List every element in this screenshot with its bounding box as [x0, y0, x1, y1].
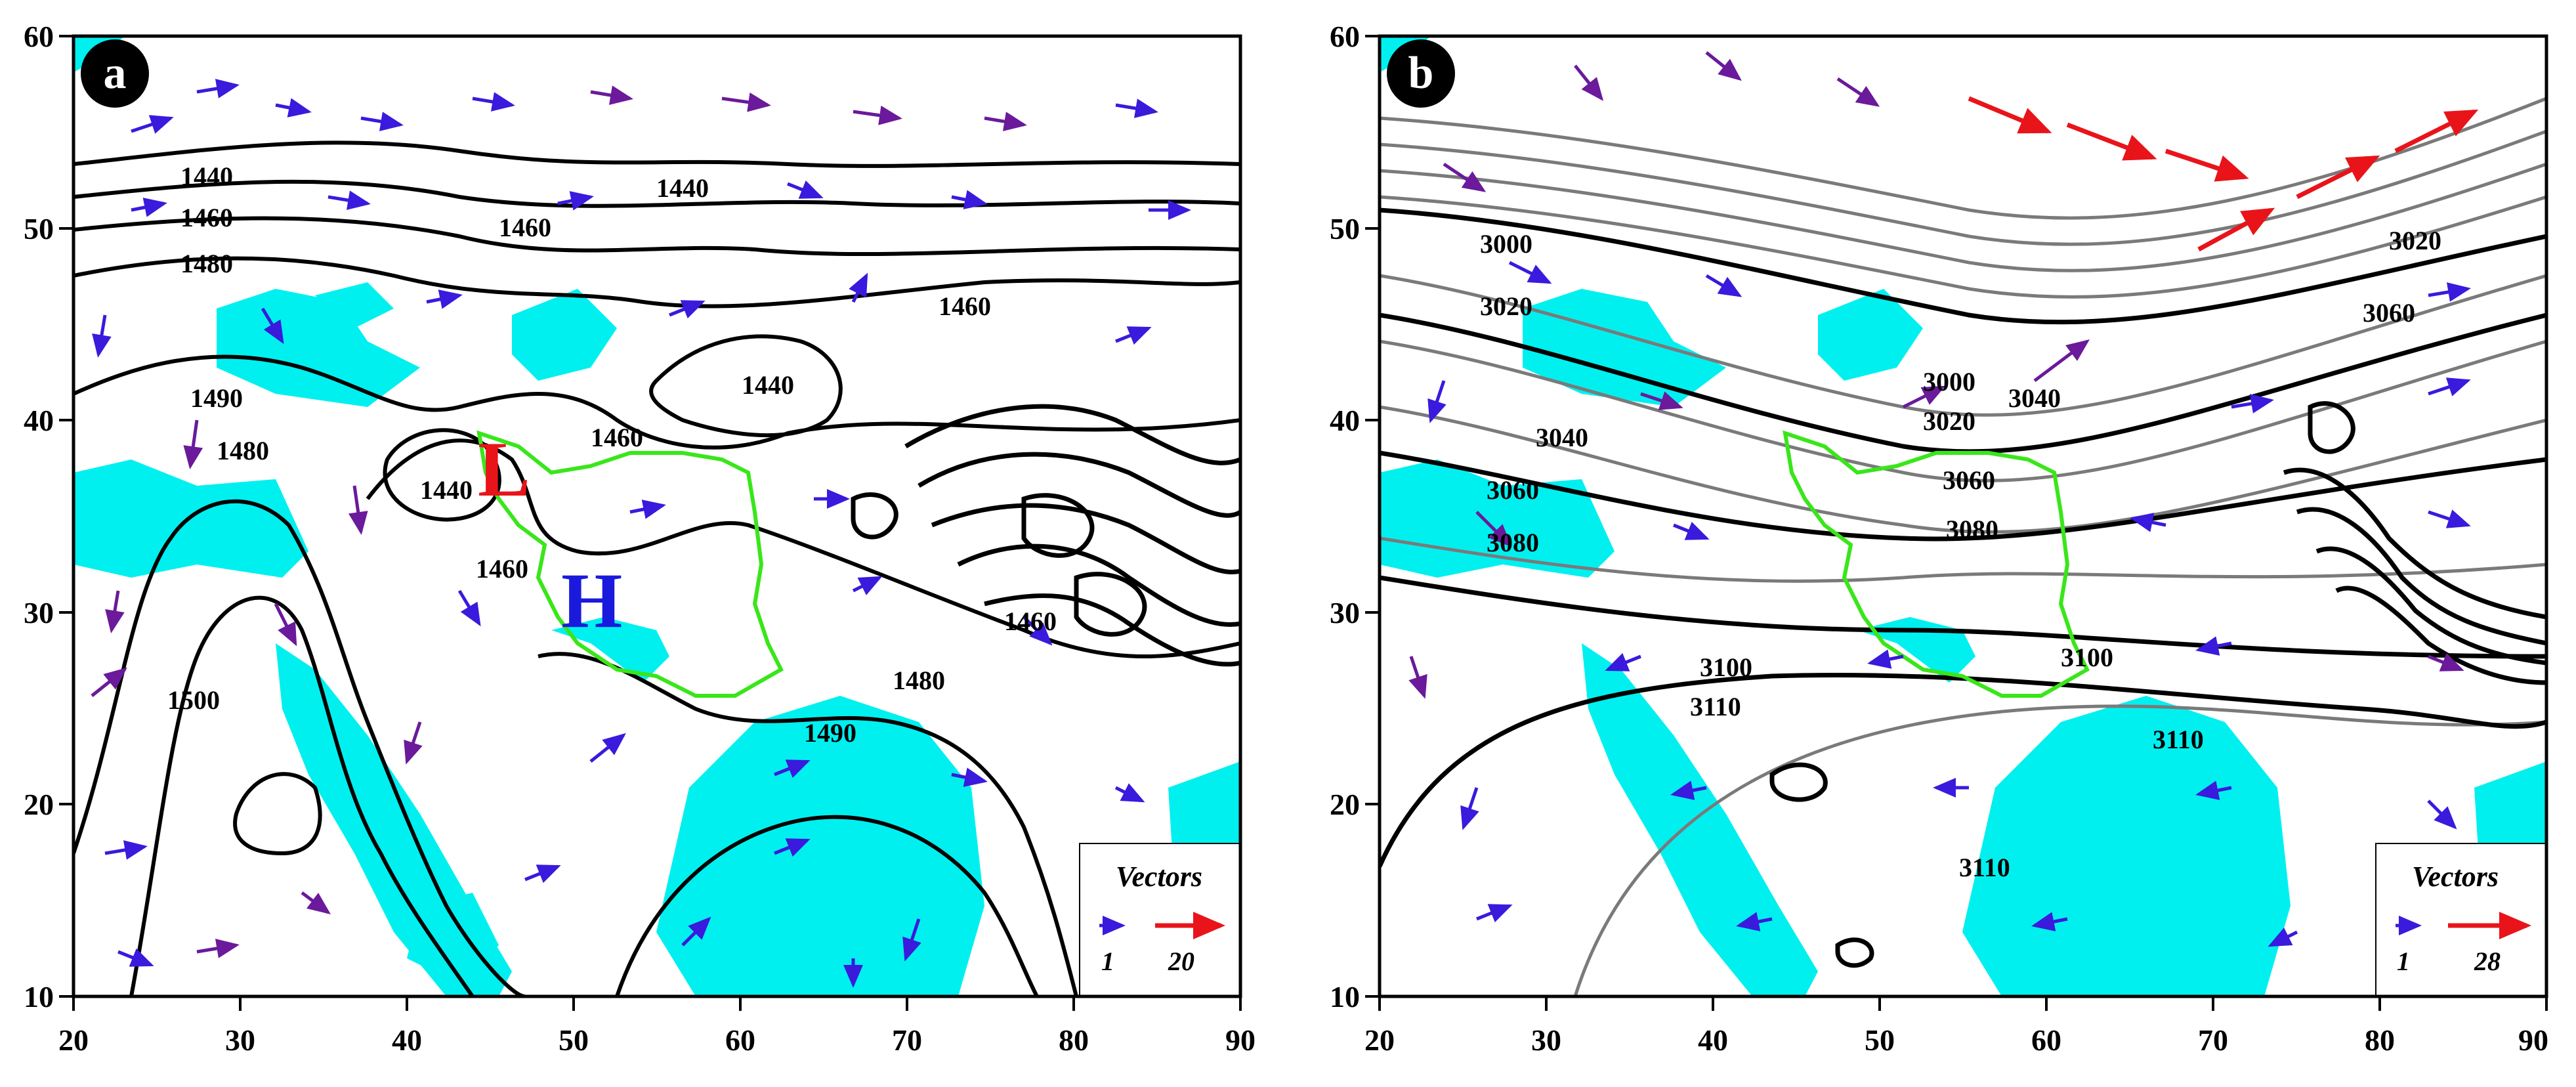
panel-a: 1440 1460 1480 1460 1440 1460 1490 1480 … [24, 20, 1256, 1057]
x-tick-label: 80 [2365, 1023, 2395, 1057]
y-tick-label: 50 [24, 212, 54, 245]
panel-b-gray-contours [1380, 96, 2546, 996]
panel-b-contour-label: 3100 [2061, 643, 2113, 672]
panel-b-contour-labels: 3000 3020 3040 3060 3080 3000 3020 3040 … [1480, 226, 2441, 882]
y-tick-label: 60 [1330, 20, 1360, 53]
legend-min-value: 1 [2397, 947, 2410, 976]
panel-a-letter: a [104, 48, 127, 98]
y-tick-label: 40 [1330, 404, 1360, 437]
panel-a-contour-label: 1480 [180, 249, 233, 278]
panel-a-x-axis [72, 996, 1242, 1011]
y-tick-label: 50 [1330, 212, 1360, 245]
panel-a-contour-label: 1460 [499, 213, 551, 242]
panel-a-y-axis [59, 35, 74, 998]
y-tick-label: 10 [24, 980, 54, 1013]
panel-b-letter-badge [1387, 39, 1455, 108]
panel-b-plateau-contours [2283, 401, 2546, 685]
panel-b-contour-label: 3040 [1536, 423, 1588, 452]
panel-b-contour-label: 3020 [1923, 406, 1975, 436]
y-tick-label: 20 [24, 788, 54, 821]
panel-a-contours [74, 140, 1240, 996]
panel-a-contour-label: 1440 [656, 173, 709, 203]
panel-b-contour-label: 3080 [1487, 528, 1539, 557]
y-tick-label: 30 [24, 596, 54, 629]
panel-a-y-labels: 10 20 30 40 50 60 [24, 20, 54, 1013]
x-tick-label: 90 [2518, 1023, 2548, 1057]
panel-b: 3000 3020 3040 3060 3080 3000 3020 3040 … [1330, 20, 2548, 1057]
low-pressure-label: L [478, 425, 530, 513]
panel-a-contour-labels: 1440 1460 1480 1460 1440 1460 1490 1480 … [167, 161, 1057, 748]
panel-a-contour-label: 1460 [476, 554, 528, 584]
panel-b-x-axis [1378, 996, 2548, 1011]
panel-b-contour-label: 3020 [2389, 226, 2441, 255]
panel-b-contour-label: 3060 [2363, 298, 2415, 328]
panel-a-contour-label: 1440 [180, 161, 233, 191]
panel-a-contour-label: 1460 [939, 291, 991, 321]
y-tick-label: 30 [1330, 596, 1360, 629]
y-tick-label: 60 [24, 20, 54, 53]
panel-a-legend: Vectors 1 20 [1079, 843, 1241, 997]
x-tick-label: 60 [2031, 1023, 2061, 1057]
panel-a-contour-label: 1460 [591, 423, 643, 452]
x-tick-label: 70 [892, 1023, 922, 1057]
x-tick-label: 40 [392, 1023, 422, 1057]
legend-min-value: 1 [1101, 947, 1114, 976]
x-tick-label: 40 [1698, 1023, 1728, 1057]
panel-b-contour-label: 3060 [1487, 475, 1539, 505]
y-tick-label: 10 [1330, 980, 1360, 1013]
panel-b-contour-label: 3000 [1923, 367, 1975, 396]
panel-b-contours [1380, 207, 2546, 968]
legend-max-value: 28 [2474, 947, 2501, 976]
panel-a-contour-label: 1440 [420, 475, 473, 505]
panel-b-contour-label: 3110 [1690, 692, 1741, 721]
panel-b-contour-label: 3000 [1480, 229, 1532, 259]
panel-b-contour-label: 3100 [1700, 652, 1752, 682]
panel-b-contour-label: 3110 [1959, 853, 2010, 882]
panel-b-vectors [1408, 51, 2479, 947]
x-tick-label: 20 [1364, 1023, 1395, 1057]
panel-b-iran-boundary [1783, 430, 2090, 698]
panel-a-contour-label: 1490 [190, 383, 243, 413]
high-pressure-label: H [561, 557, 622, 644]
x-tick-label: 80 [1059, 1023, 1089, 1057]
x-tick-label: 70 [2198, 1023, 2228, 1057]
panel-b-letter: b [1408, 48, 1434, 98]
panel-b-y-labels: 10 20 30 40 50 60 [1330, 20, 1360, 1013]
panel-a-plateau-contours [851, 404, 1240, 667]
panel-b-y-axis [1365, 35, 1380, 998]
x-tick-label: 90 [1225, 1023, 1256, 1057]
x-tick-label: 50 [1865, 1023, 1895, 1057]
x-tick-label: 30 [225, 1023, 255, 1057]
panel-a-contour-label: 1490 [804, 718, 856, 748]
legend-title: Vectors [2412, 861, 2499, 893]
panel-a-frame [72, 34, 1242, 998]
panel-b-contour-label: 3110 [2153, 725, 2204, 754]
panel-b-contour-label: 3060 [1943, 465, 1995, 495]
panel-b-legend: Vectors 1 28 [2375, 843, 2547, 997]
panel-b-frame [1378, 34, 2548, 998]
x-tick-label: 20 [58, 1023, 89, 1057]
x-tick-label: 60 [725, 1023, 755, 1057]
panel-a-iran-boundary [476, 430, 784, 698]
y-tick-label: 20 [1330, 788, 1360, 821]
panel-a-contour-label: 1480 [217, 436, 269, 465]
panel-b-contour-label: 3080 [1946, 515, 1998, 544]
panel-a-vectors [91, 79, 1191, 988]
panel-a-contour-label: 1480 [893, 666, 945, 695]
panel-a-letter-badge [81, 39, 149, 108]
panel-a-contour-label: 1460 [180, 203, 233, 232]
legend-title: Vectors [1116, 861, 1202, 893]
legend-max-value: 20 [1168, 947, 1194, 976]
panel-a-x-labels: 20 30 40 50 60 70 80 90 [58, 1023, 1256, 1057]
panel-a-contour-label: 1460 [1004, 607, 1057, 636]
x-tick-label: 50 [559, 1023, 589, 1057]
y-tick-label: 40 [24, 404, 54, 437]
panel-a-contour-label: 1500 [167, 685, 220, 715]
panel-b-contour-label: 3040 [2008, 383, 2061, 413]
panel-b-contour-label: 3020 [1480, 291, 1532, 321]
panel-b-x-labels: 20 30 40 50 60 70 80 90 [1364, 1023, 2548, 1057]
panel-a-contour-label: 1440 [742, 370, 794, 400]
x-tick-label: 30 [1531, 1023, 1561, 1057]
